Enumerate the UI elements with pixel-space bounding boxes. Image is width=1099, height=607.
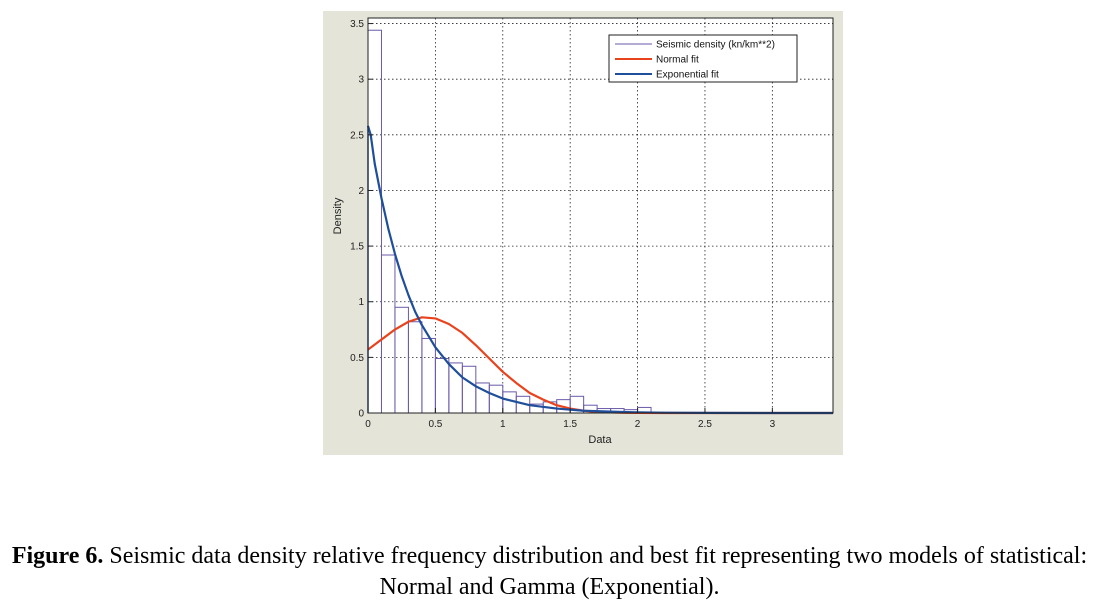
plot-frame	[367, 17, 834, 414]
x-tick-label: 2.5	[698, 419, 712, 430]
histogram-chart: 0 0.5 1 1.5 2 2.5 3 0 0.5 1 1.5 2 2.5 3 3.5 Data Densi…	[332, 17, 834, 446]
legend-label-histogram: Seismic density (kn/km**2)	[656, 40, 775, 51]
x-tick-label: 3	[770, 419, 776, 430]
x-tick-label: 0	[365, 419, 371, 430]
grid-lines	[367, 18, 833, 414]
y-tick-label: 3	[358, 75, 364, 86]
caption-text: Seismic data density relative frequency …	[103, 543, 1088, 600]
x-axis-title: Data	[588, 434, 612, 446]
y-axis-title: Density	[332, 197, 344, 234]
x-tick-label: 2	[635, 419, 641, 430]
y-tick-label: 0	[358, 409, 364, 420]
plot-area	[368, 18, 833, 413]
y-tick-label: 1.5	[350, 242, 364, 253]
caption-label: Figure 6.	[11, 543, 104, 569]
y-tick-label: 3.5	[350, 19, 364, 30]
figure-panel: 0 0.5 1 1.5 2 2.5 3 0 0.5 1 1.5 2 2.5 3 3.5 Data Densi…	[323, 11, 843, 455]
legend: Seismic density (kn/km**2) Normal fit Ex…	[608, 34, 798, 83]
y-tick-label: 2.5	[350, 130, 364, 141]
x-tick-label: 1.5	[563, 419, 577, 430]
x-tick-label: 1	[500, 419, 506, 430]
x-tick-label: 0.5	[428, 419, 442, 430]
figure-caption: Figure 6. Seismic data density relative …	[0, 541, 1099, 603]
axis-ticks: 0 0.5 1 1.5 2 2.5 3 0 0.5 1 1.5 2 2.5 3 3.5	[350, 19, 775, 430]
y-tick-label: 2	[358, 186, 364, 197]
y-tick-label: 1	[358, 297, 364, 308]
legend-label-normal-fit: Normal fit	[656, 55, 699, 66]
legend-label-exponential-fit: Exponential fit	[656, 70, 719, 81]
y-tick-label: 0.5	[350, 353, 364, 364]
